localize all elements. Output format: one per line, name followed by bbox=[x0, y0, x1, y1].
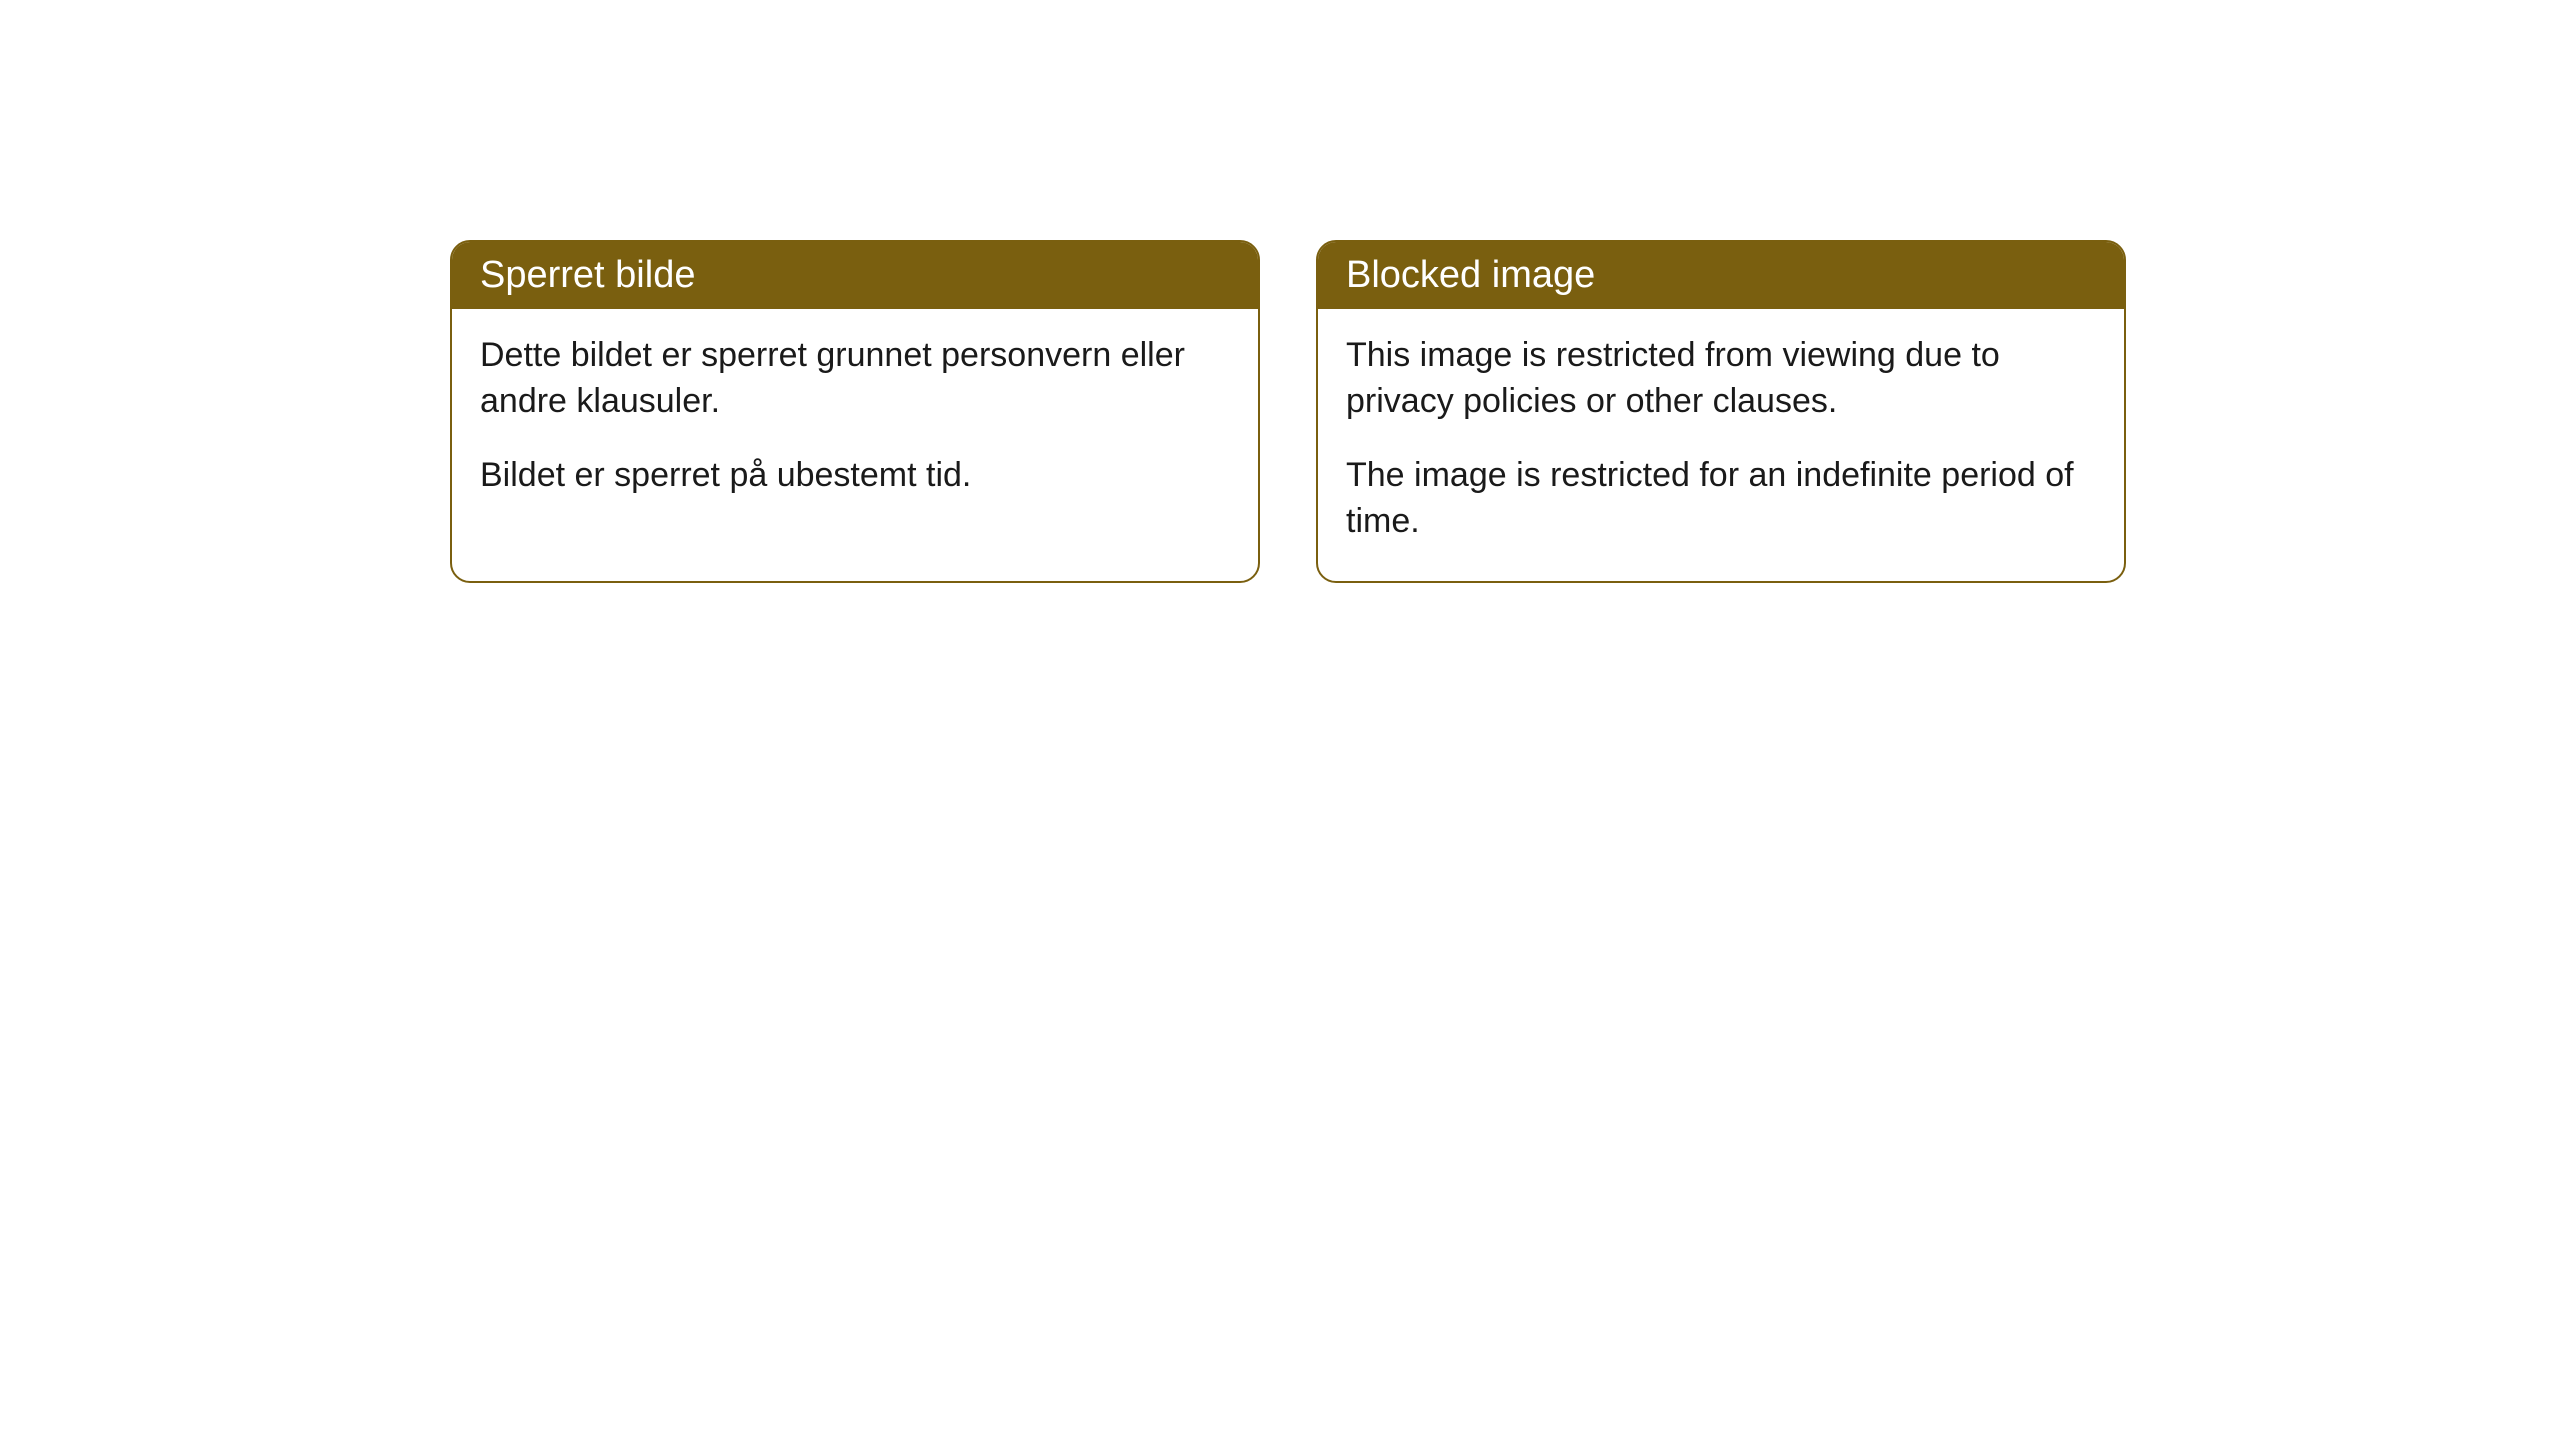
card-title: Blocked image bbox=[1346, 254, 1595, 296]
card-paragraph: This image is restricted from viewing du… bbox=[1346, 333, 2096, 425]
card-header: Blocked image bbox=[1318, 242, 2124, 309]
blocked-image-card-norwegian: Sperret bilde Dette bildet er sperret gr… bbox=[450, 240, 1260, 583]
card-body: This image is restricted from viewing du… bbox=[1318, 309, 2124, 581]
card-paragraph: Bildet er sperret på ubestemt tid. bbox=[480, 453, 1230, 499]
blocked-image-card-english: Blocked image This image is restricted f… bbox=[1316, 240, 2126, 583]
card-paragraph: Dette bildet er sperret grunnet personve… bbox=[480, 333, 1230, 425]
card-title: Sperret bilde bbox=[480, 254, 695, 296]
card-body: Dette bildet er sperret grunnet personve… bbox=[452, 309, 1258, 535]
card-paragraph: The image is restricted for an indefinit… bbox=[1346, 453, 2096, 545]
cards-container: Sperret bilde Dette bildet er sperret gr… bbox=[450, 240, 2126, 583]
card-header: Sperret bilde bbox=[452, 242, 1258, 309]
